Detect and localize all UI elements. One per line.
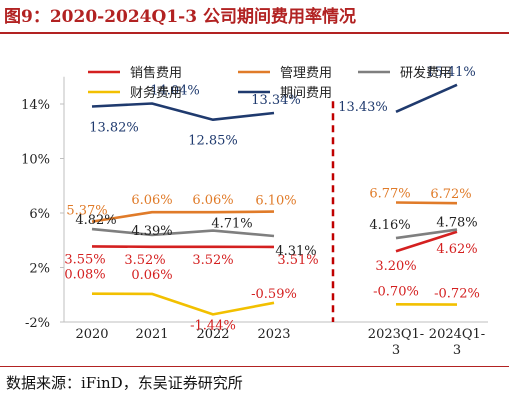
data-label: 4.62% xyxy=(436,242,477,257)
x-tick-label: 2022 xyxy=(196,327,229,342)
y-tick-label: 14% xyxy=(21,98,50,113)
series-line-研发费用 xyxy=(91,227,275,238)
legend-label: 期间费用 xyxy=(280,86,332,101)
source-divider xyxy=(0,366,509,367)
x-tick-label: 2021 xyxy=(135,327,168,342)
data-label: 0.06% xyxy=(131,268,172,283)
y-tick-label: 2% xyxy=(29,262,50,277)
data-label: 15.41% xyxy=(426,65,476,80)
data-label: 3.20% xyxy=(375,259,416,274)
x-tick-label: 2023 xyxy=(257,327,290,342)
data-label: 4.31% xyxy=(275,244,316,259)
series-line-期间费用 xyxy=(395,83,458,113)
series-line-财务费用 xyxy=(91,292,275,316)
data-label: 4.71% xyxy=(211,217,252,232)
y-tick-label: 10% xyxy=(21,153,50,168)
x-tick-label: 2024Q1- xyxy=(429,327,485,342)
data-label: 14.04% xyxy=(150,83,200,98)
series-line-期间费用 xyxy=(91,102,275,121)
data-label: 0.08% xyxy=(64,268,105,283)
data-label: 6.06% xyxy=(192,193,233,208)
data-label: 6.72% xyxy=(430,187,471,202)
data-label: 12.85% xyxy=(188,134,238,149)
data-label: 3.51% xyxy=(277,253,318,268)
data-label: 13.34% xyxy=(251,93,301,108)
data-label: 5.37% xyxy=(66,204,107,219)
series-line-研发费用 xyxy=(395,228,458,240)
data-label: 3.52% xyxy=(124,253,165,268)
title-divider xyxy=(0,32,509,34)
data-label: 4.39% xyxy=(131,224,172,239)
series-line-管理费用 xyxy=(91,210,275,223)
data-label: 4.82% xyxy=(75,213,116,228)
legend-label: 研发费用 xyxy=(400,65,452,81)
data-label: 13.43% xyxy=(338,100,388,115)
data-label: -0.70% xyxy=(373,284,419,299)
data-label: 6.06% xyxy=(131,193,172,208)
legend-label: 财务费用 xyxy=(130,85,182,101)
data-label: 13.82% xyxy=(89,120,139,135)
series-line-管理费用 xyxy=(395,201,458,205)
data-label: -0.59% xyxy=(251,287,297,302)
series-line-销售费用 xyxy=(91,245,275,249)
data-label: 3.55% xyxy=(64,252,105,267)
legend-label: 销售费用 xyxy=(130,65,182,81)
y-tick-label: 6% xyxy=(29,207,50,222)
data-label: -0.72% xyxy=(434,287,480,302)
x-tick-label: 3 xyxy=(392,343,400,358)
data-label: 6.77% xyxy=(369,187,410,202)
x-tick-label: 3 xyxy=(453,343,461,358)
figure-title: 图9：2020-2024Q1-3 公司期间费用率情况 xyxy=(4,7,356,27)
legend-label: 管理费用 xyxy=(280,66,332,81)
data-label: 6.10% xyxy=(255,194,296,209)
x-tick-label: 2020 xyxy=(75,327,108,342)
x-tick-label: 2023Q1- xyxy=(368,327,424,342)
expense-ratio-line-chart: -2%2%6%10%14%2020 2021 2022 2023 2023Q1-3202… xyxy=(21,65,488,358)
source-note: 数据来源：iFinD，东吴证券研究所 xyxy=(6,374,243,392)
data-label: 3.52% xyxy=(192,253,233,268)
data-label: -1.44% xyxy=(190,318,236,333)
y-tick-label: -2% xyxy=(25,316,50,331)
data-label: 4.78% xyxy=(436,216,477,231)
series-line-销售费用 xyxy=(395,230,458,253)
data-label: 4.16% xyxy=(369,218,410,233)
